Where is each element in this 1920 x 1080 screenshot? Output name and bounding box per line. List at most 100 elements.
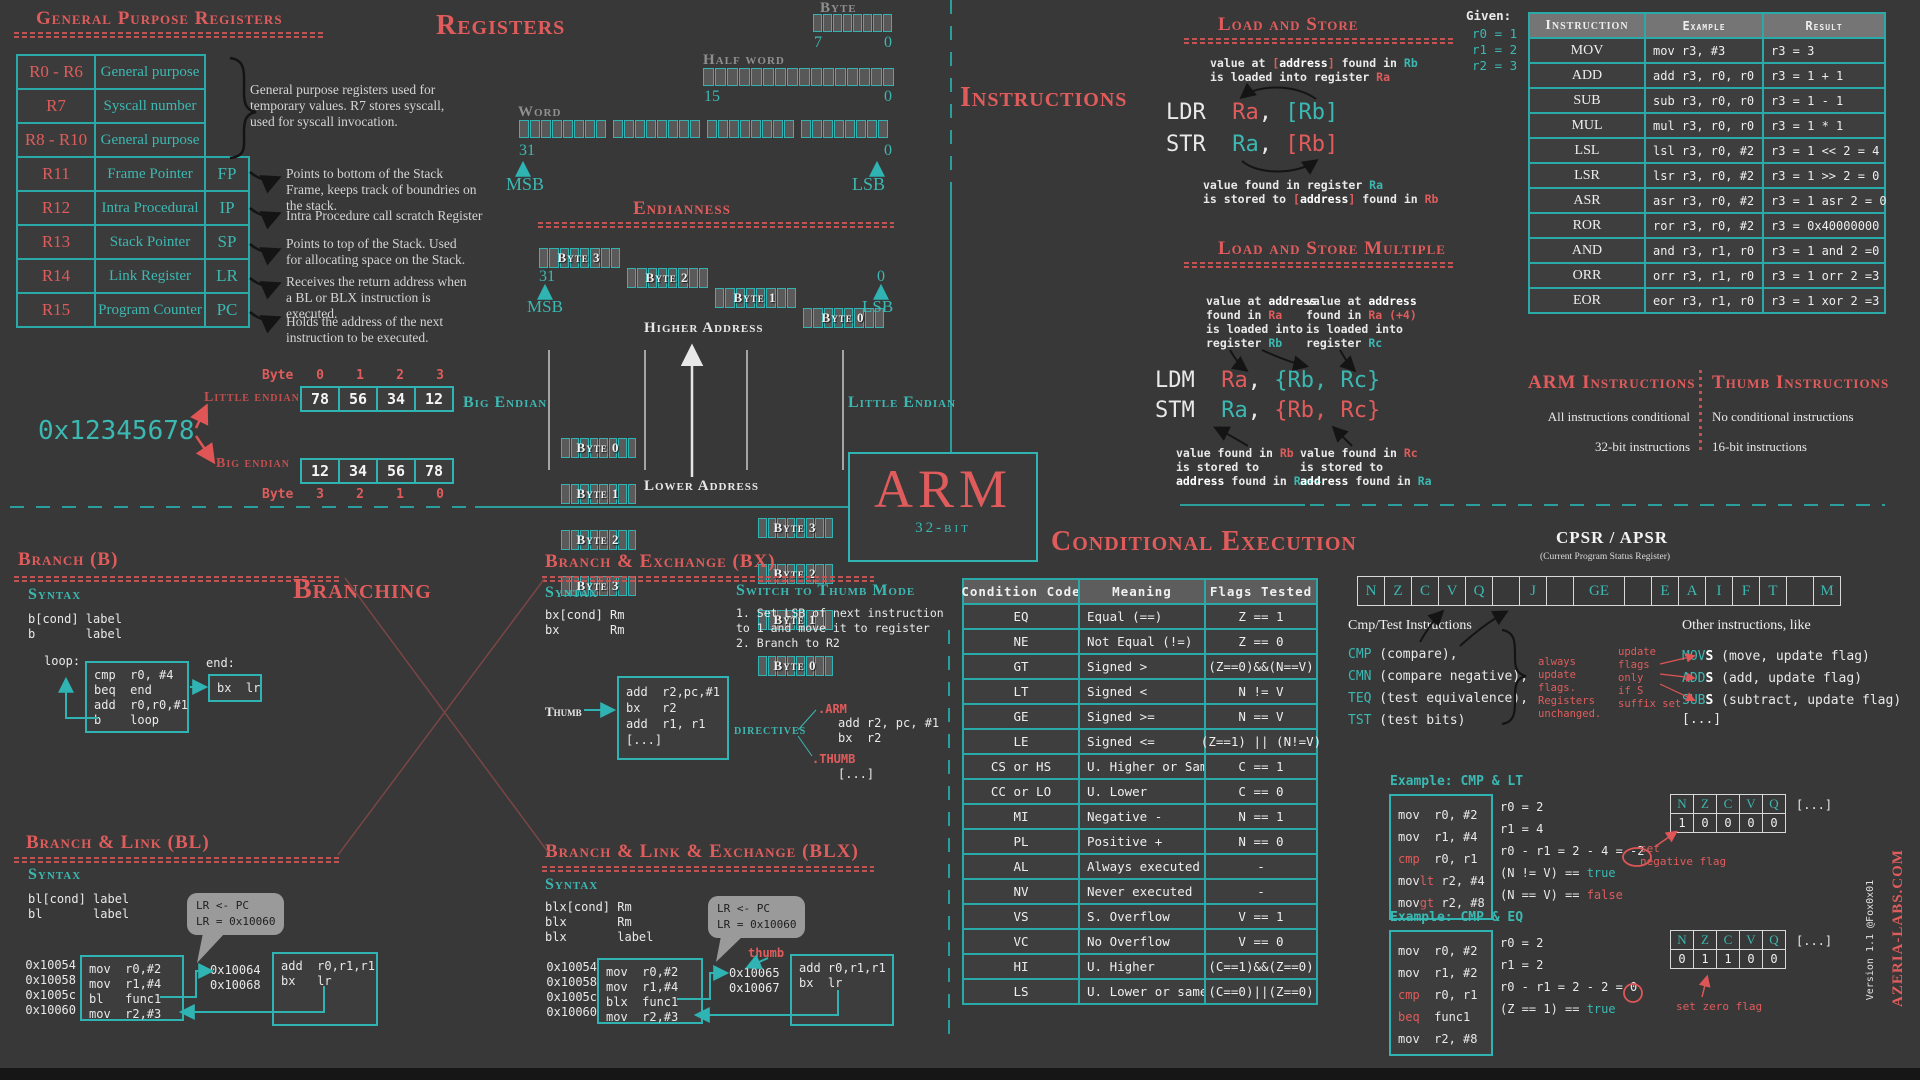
table-cell: Equal (==)	[1078, 603, 1206, 630]
code-line: bx lr	[799, 976, 843, 990]
table-row: MI Negative -N == 1	[962, 803, 1318, 830]
table-cell: NE	[962, 628, 1080, 655]
bit-cell	[824, 564, 833, 584]
bit-cell	[867, 120, 877, 138]
little-endian-label: Little Endian	[848, 394, 957, 411]
bit-cell	[763, 68, 774, 86]
register-alias: FP	[204, 156, 250, 192]
branch-bx-syntax-label: Syntax	[545, 584, 599, 601]
bit-cell	[561, 530, 570, 550]
bit-cell	[552, 120, 562, 138]
bit-cell	[580, 438, 589, 458]
endianness-title: Endianness	[633, 198, 731, 219]
bit-cell	[784, 120, 794, 138]
flag-name: Z	[1693, 930, 1717, 950]
cpsr-bit-cell: T	[1759, 576, 1787, 606]
code-line: mov r0,#2	[606, 965, 679, 979]
stm-line: STM Ra, {Rb, Rc}	[1155, 398, 1381, 423]
mnemonic-line: TEQ (test equivalence),	[1348, 691, 1529, 706]
conditional-title: Conditional Execution	[1051, 526, 1357, 557]
bit-cell	[767, 656, 776, 676]
table-header-row: Condition Code Meaning Flags Tested	[961, 578, 1318, 605]
byte-box-label: Byte 1	[733, 290, 777, 305]
table-cell: -	[1204, 853, 1318, 880]
register-alias: IP	[204, 190, 250, 226]
register-name: R7	[16, 88, 96, 124]
bit-cell	[599, 438, 608, 458]
line: bx[cond] Rm	[545, 608, 625, 622]
table-cell: V == 0	[1204, 928, 1318, 955]
code-line: bx lr	[217, 681, 261, 695]
table-cell: AL	[962, 853, 1080, 880]
cpsr-bit-cell: I	[1705, 576, 1733, 606]
table-row: LSR lsr r3, r0, #2 r3 = 1 >> 2 = 0	[1528, 162, 1886, 189]
arm-logo-box: ARM 32-bit	[848, 452, 1038, 562]
line: set	[1640, 842, 1660, 855]
ldm-note-right: value at address found in Ra (+4) is loade…	[1306, 294, 1417, 350]
switch-thumb-steps: 1. Set LSB of next instruction to 1 and m…	[736, 606, 944, 651]
code-line: movgt r2, #8	[1398, 896, 1485, 910]
loop-code-box: cmp r0, #4 beq end add r0,r0,#1 b loop	[85, 661, 189, 733]
flag-name: Q	[1762, 930, 1786, 950]
bx-code-box: add r2,pc,#1 bx r2 add r1, r1 [...]	[617, 676, 729, 760]
register-name: R11	[16, 156, 96, 192]
bit-cell	[777, 518, 786, 538]
bit-cell	[627, 438, 636, 458]
bit-cell	[823, 308, 833, 328]
bit-cell	[561, 484, 570, 504]
table-cell: (C==0)||(Z==0)	[1204, 978, 1318, 1005]
bit-cell	[823, 14, 832, 32]
byte-box-label: Byte 3	[557, 250, 601, 265]
dashes	[542, 866, 874, 872]
cpsr-bit-cell: A	[1678, 576, 1706, 606]
bit-cell	[799, 68, 810, 86]
bit-cell	[854, 308, 864, 328]
dashes	[14, 32, 326, 38]
table-cell: eor r3, r1, r0	[1644, 287, 1764, 314]
cpsr-bit-cell	[1546, 576, 1574, 606]
table-cell: ORR	[1528, 262, 1646, 289]
table-cell: CS or HS	[962, 753, 1080, 780]
given-label: Given:	[1466, 8, 1512, 23]
flag-value: 0	[1739, 949, 1763, 969]
table-cell: GT	[962, 653, 1080, 680]
bit-cell	[824, 610, 833, 630]
line: 0x10065	[729, 966, 780, 980]
dashes	[1184, 262, 1454, 268]
line: r1 = 2	[1500, 958, 1544, 972]
bit-cell	[751, 120, 761, 138]
code-line: mov r1,#4	[89, 977, 162, 991]
dashes	[1184, 38, 1454, 44]
table-cell: GE	[962, 703, 1080, 730]
table-row: ASR asr r3, r0, #2 r3 = 1 asr 2 = 0	[1528, 187, 1887, 214]
branch-bl-title: Branch & Link (BL)	[26, 832, 210, 853]
branch-bx-syntax: bx[cond] Rm bx Rm	[545, 608, 624, 638]
gpr-note-lr: Receives the return address when a BL or…	[286, 274, 467, 321]
table-cell: lsl r3, r0, #2	[1644, 137, 1764, 164]
mnemonic-line: CMP (compare),	[1348, 647, 1458, 662]
example-eq-more: [...]	[1796, 934, 1833, 948]
register-name: R12	[16, 190, 96, 226]
bit-cell	[823, 120, 833, 138]
thumb-directive: .THUMB	[812, 752, 856, 766]
line: b label	[28, 627, 122, 641]
bit-cell	[777, 564, 786, 584]
table-cell: Negative -	[1078, 803, 1206, 830]
zero-flag-note: set zero flag	[1676, 1000, 1762, 1013]
table-cell: Z == 1	[1204, 603, 1318, 630]
byte-box-label: Byte 3	[773, 520, 817, 535]
word-msb: MSB	[506, 174, 545, 194]
branch-b-syntax-label: Syntax	[28, 586, 82, 603]
table-row: LE Signed <= (Z==1) || (N!=V)	[962, 728, 1321, 755]
table-row: PL Positive + N == 0	[962, 828, 1318, 855]
byte-index: 2	[396, 368, 404, 383]
line: blx label	[545, 930, 654, 944]
cpsr-bit-cell: N	[1357, 576, 1385, 606]
line: is loaded into register Ra	[1210, 70, 1391, 84]
bit-cell	[847, 68, 858, 86]
line: found in Ra (+4)	[1306, 308, 1417, 322]
code-line: mov r0, #2	[1398, 944, 1478, 958]
bit-cell	[813, 14, 822, 32]
cpsr-bit-cell	[1624, 576, 1652, 606]
